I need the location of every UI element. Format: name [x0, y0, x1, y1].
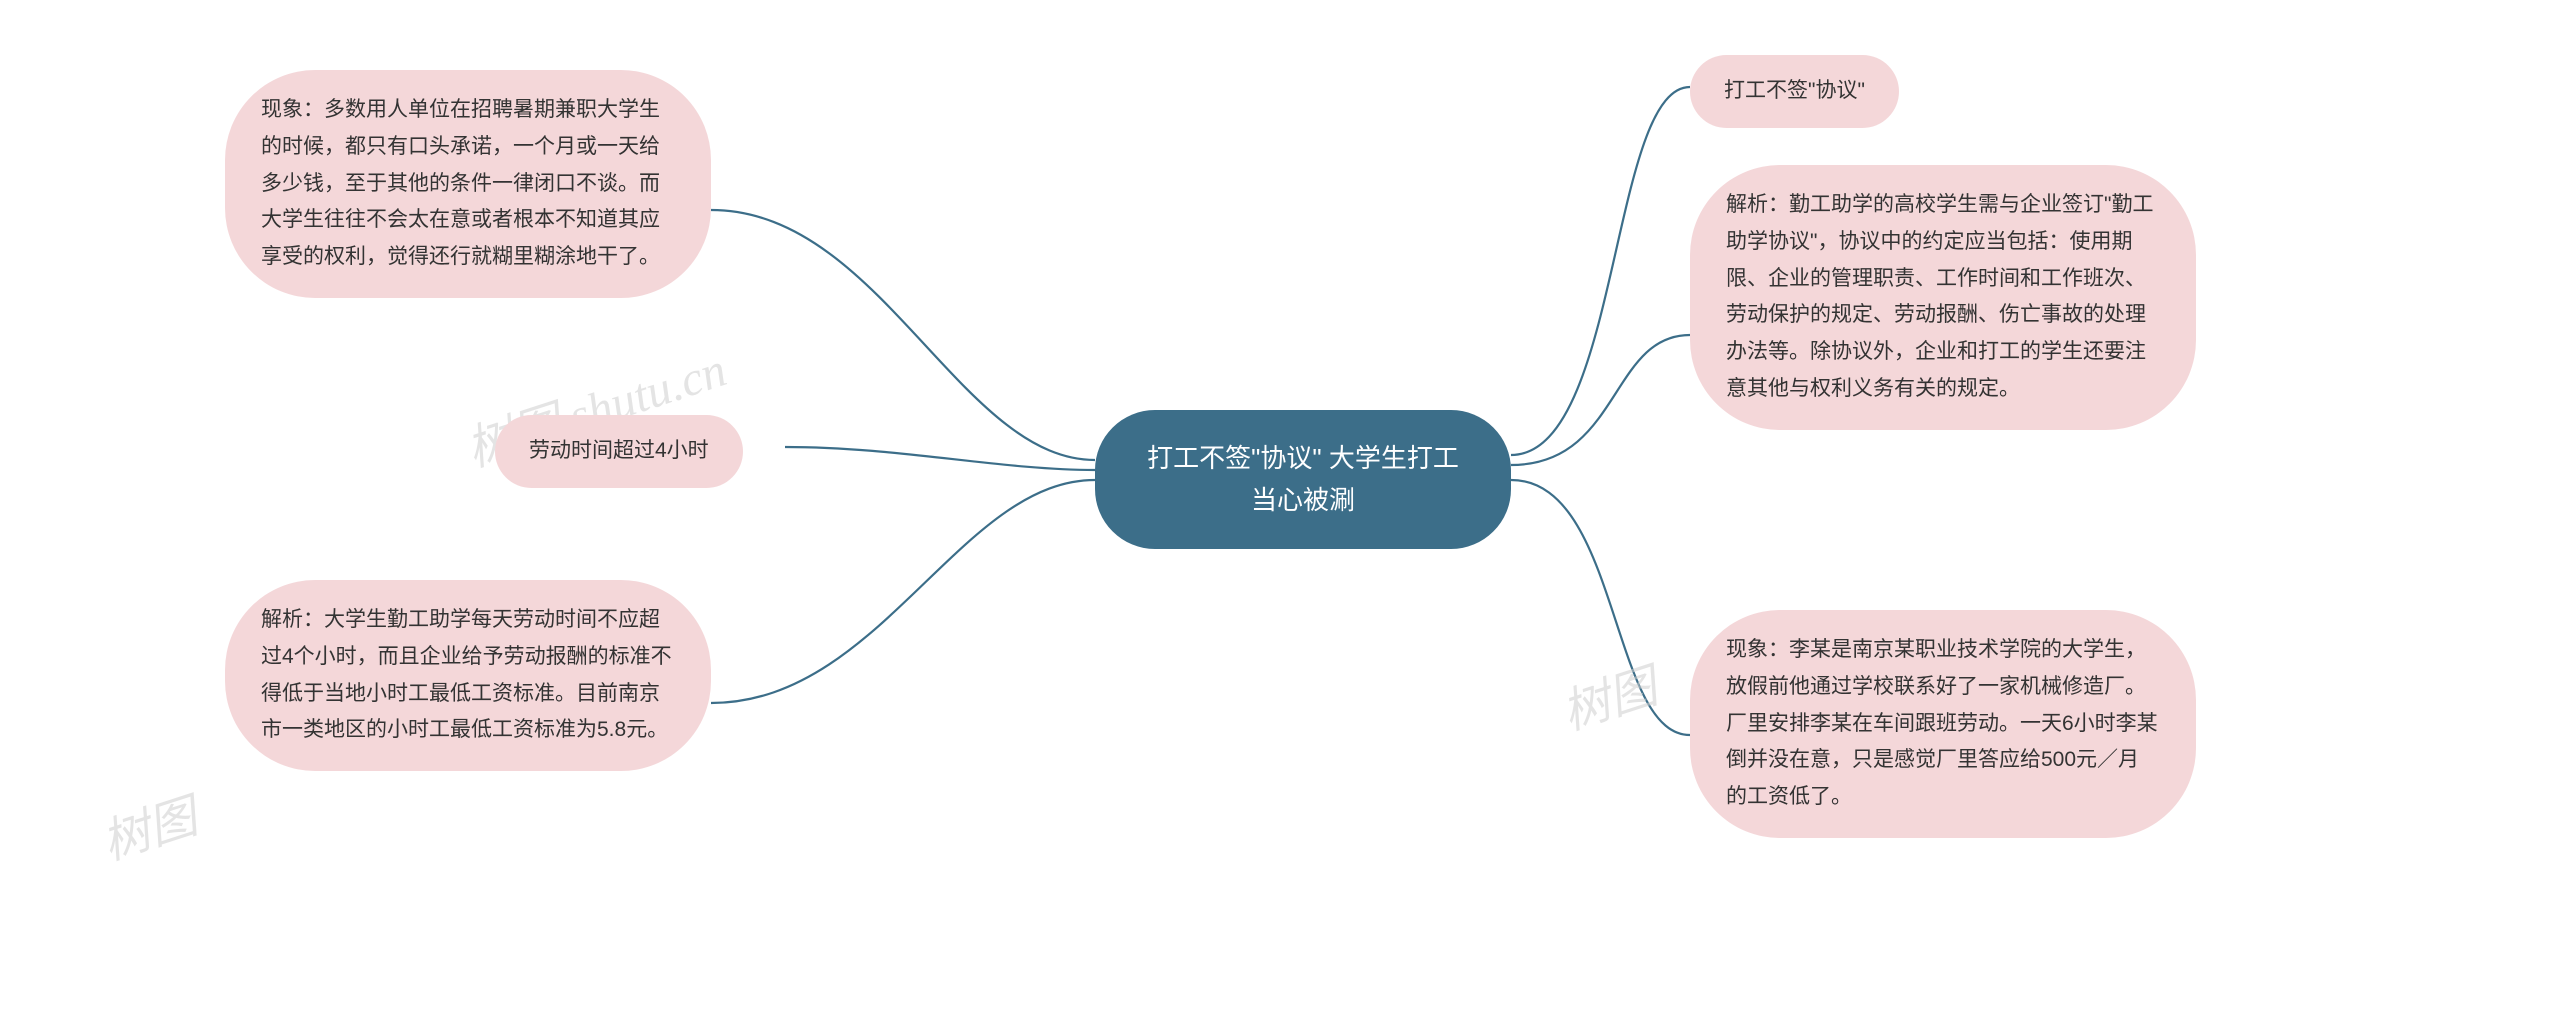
- edge: [1511, 480, 1690, 735]
- node-right-bottom[interactable]: 现象：李某是南京某职业技术学院的大学生，放假前他通过学校联系好了一家机械修造厂。…: [1690, 610, 2196, 838]
- edge: [1511, 87, 1690, 455]
- node-right-top[interactable]: 打工不签"协议": [1690, 55, 1899, 128]
- node-right-mid[interactable]: 解析：勤工助学的高校学生需与企业签订"勤工助学协议"，协议中的约定应当包括：使用…: [1690, 165, 2196, 430]
- watermark: 树图: [92, 777, 205, 873]
- edge: [1511, 335, 1690, 465]
- edge: [711, 210, 1095, 460]
- node-left-mid[interactable]: 劳动时间超过4小时: [495, 415, 743, 488]
- center-node[interactable]: 打工不签"协议" 大学生打工当心被涮: [1095, 410, 1511, 549]
- watermark: 树图: [1552, 647, 1665, 743]
- edge: [711, 480, 1095, 703]
- mindmap-canvas: 树图 shutu.cn 树图 树图 打工不签"协议" 大学生打工当心被涮 现象：…: [0, 0, 2560, 1017]
- node-left-top[interactable]: 现象：多数用人单位在招聘暑期兼职大学生的时候，都只有口头承诺，一个月或一天给多少…: [225, 70, 711, 298]
- edge: [785, 447, 1095, 470]
- node-left-bottom[interactable]: 解析：大学生勤工助学每天劳动时间不应超过4个小时，而且企业给予劳动报酬的标准不得…: [225, 580, 711, 771]
